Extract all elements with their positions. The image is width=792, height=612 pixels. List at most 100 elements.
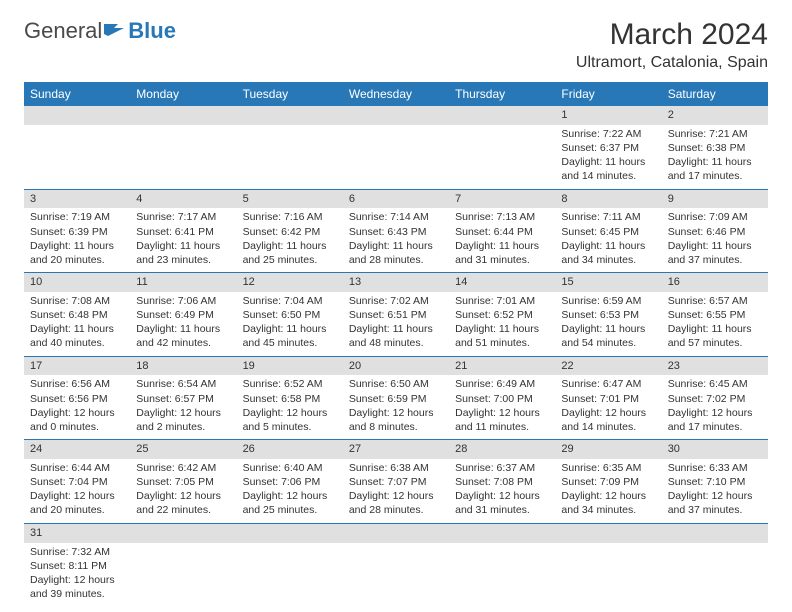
sunset-text: Sunset: 6:59 PM [349, 392, 443, 406]
daylight-text: Daylight: 11 hours and 28 minutes. [349, 239, 443, 267]
weekday-header: Thursday [449, 82, 555, 106]
calendar-cell [237, 106, 343, 189]
daylight-text: Daylight: 11 hours and 40 minutes. [30, 322, 124, 350]
daylight-text: Daylight: 11 hours and 48 minutes. [349, 322, 443, 350]
day-number [24, 106, 130, 125]
day-number: 11 [130, 273, 236, 292]
day-number: 15 [555, 273, 661, 292]
sunrise-text: Sunrise: 7:01 AM [455, 294, 549, 308]
sunset-text: Sunset: 6:51 PM [349, 308, 443, 322]
day-number: 22 [555, 357, 661, 376]
sunrise-text: Sunrise: 7:21 AM [668, 127, 762, 141]
day-number: 9 [662, 190, 768, 209]
title-block: March 2024 Ultramort, Catalonia, Spain [576, 18, 768, 72]
sunrise-text: Sunrise: 6:40 AM [243, 461, 337, 475]
sunrise-text: Sunrise: 6:37 AM [455, 461, 549, 475]
day-number: 28 [449, 440, 555, 459]
day-number: 19 [237, 357, 343, 376]
calendar-cell: 15Sunrise: 6:59 AMSunset: 6:53 PMDayligh… [555, 273, 661, 357]
weekday-header: Sunday [24, 82, 130, 106]
calendar-cell: 8Sunrise: 7:11 AMSunset: 6:45 PMDaylight… [555, 189, 661, 273]
sunrise-text: Sunrise: 7:14 AM [349, 210, 443, 224]
daylight-text: Daylight: 11 hours and 34 minutes. [561, 239, 655, 267]
sunset-text: Sunset: 6:49 PM [136, 308, 230, 322]
weekday-header: Saturday [662, 82, 768, 106]
weekday-header: Friday [555, 82, 661, 106]
sunset-text: Sunset: 6:58 PM [243, 392, 337, 406]
day-number: 2 [662, 106, 768, 125]
sunrise-text: Sunrise: 6:50 AM [349, 377, 443, 391]
sunrise-text: Sunrise: 7:22 AM [561, 127, 655, 141]
daylight-text: Daylight: 11 hours and 25 minutes. [243, 239, 337, 267]
logo-text-general: General [24, 18, 102, 44]
calendar-cell: 23Sunrise: 6:45 AMSunset: 7:02 PMDayligh… [662, 356, 768, 440]
calendar-cell: 18Sunrise: 6:54 AMSunset: 6:57 PMDayligh… [130, 356, 236, 440]
calendar-cell [130, 523, 236, 606]
month-title: March 2024 [576, 18, 768, 52]
calendar-cell: 9Sunrise: 7:09 AMSunset: 6:46 PMDaylight… [662, 189, 768, 273]
daylight-text: Daylight: 12 hours and 0 minutes. [30, 406, 124, 434]
sunset-text: Sunset: 7:05 PM [136, 475, 230, 489]
day-number: 16 [662, 273, 768, 292]
sunrise-text: Sunrise: 6:49 AM [455, 377, 549, 391]
day-number: 4 [130, 190, 236, 209]
daylight-text: Daylight: 12 hours and 5 minutes. [243, 406, 337, 434]
daylight-text: Daylight: 11 hours and 54 minutes. [561, 322, 655, 350]
daylight-text: Daylight: 11 hours and 57 minutes. [668, 322, 762, 350]
calendar-cell [343, 106, 449, 189]
calendar-cell [449, 106, 555, 189]
day-number [237, 106, 343, 125]
daylight-text: Daylight: 12 hours and 28 minutes. [349, 489, 443, 517]
calendar-cell: 13Sunrise: 7:02 AMSunset: 6:51 PMDayligh… [343, 273, 449, 357]
sunrise-text: Sunrise: 6:44 AM [30, 461, 124, 475]
sunrise-text: Sunrise: 6:42 AM [136, 461, 230, 475]
sunrise-text: Sunrise: 7:13 AM [455, 210, 549, 224]
calendar-cell: 25 Sunrise: 6:42 AMSunset: 7:05 PMDayligh… [130, 440, 236, 524]
day-number: 25 [130, 440, 236, 459]
day-number: 27 [343, 440, 449, 459]
sunrise-text: Sunrise: 6:59 AM [561, 294, 655, 308]
calendar-cell [130, 106, 236, 189]
calendar-row: 10Sunrise: 7:08 AMSunset: 6:48 PMDayligh… [24, 273, 768, 357]
day-number [449, 524, 555, 543]
calendar-cell: 20Sunrise: 6:50 AMSunset: 6:59 PMDayligh… [343, 356, 449, 440]
sunrise-text: Sunrise: 7:06 AM [136, 294, 230, 308]
calendar-cell [237, 523, 343, 606]
sunset-text: Sunset: 6:44 PM [455, 225, 549, 239]
sunset-text: Sunset: 6:57 PM [136, 392, 230, 406]
weekday-header-row: Sunday Monday Tuesday Wednesday Thursday… [24, 82, 768, 106]
calendar-cell: 1Sunrise: 7:22 AMSunset: 6:37 PMDaylight… [555, 106, 661, 189]
calendar-row: 24Sunrise: 6:44 AMSunset: 7:04 PMDayligh… [24, 440, 768, 524]
daylight-text: Daylight: 12 hours and 22 minutes. [136, 489, 230, 517]
calendar-row: 17Sunrise: 6:56 AMSunset: 6:56 PMDayligh… [24, 356, 768, 440]
sunrise-text: Sunrise: 7:08 AM [30, 294, 124, 308]
day-number [343, 524, 449, 543]
daylight-text: Daylight: 11 hours and 51 minutes. [455, 322, 549, 350]
daylight-text: Daylight: 11 hours and 45 minutes. [243, 322, 337, 350]
sunset-text: Sunset: 6:48 PM [30, 308, 124, 322]
daylight-text: Daylight: 12 hours and 37 minutes. [668, 489, 762, 517]
sunset-text: Sunset: 7:06 PM [243, 475, 337, 489]
calendar-row: 3Sunrise: 7:19 AMSunset: 6:39 PMDaylight… [24, 189, 768, 273]
day-number: 29 [555, 440, 661, 459]
sunset-text: Sunset: 6:55 PM [668, 308, 762, 322]
sunrise-text: Sunrise: 6:47 AM [561, 377, 655, 391]
daylight-text: Daylight: 11 hours and 31 minutes. [455, 239, 549, 267]
sunset-text: Sunset: 7:09 PM [561, 475, 655, 489]
calendar-cell: 6Sunrise: 7:14 AMSunset: 6:43 PMDaylight… [343, 189, 449, 273]
sunrise-text: Sunrise: 6:33 AM [668, 461, 762, 475]
calendar-cell: 5Sunrise: 7:16 AMSunset: 6:42 PMDaylight… [237, 189, 343, 273]
daylight-text: Daylight: 12 hours and 11 minutes. [455, 406, 549, 434]
sunrise-text: Sunrise: 7:17 AM [136, 210, 230, 224]
day-number [130, 524, 236, 543]
calendar-cell: 30Sunrise: 6:33 AMSunset: 7:10 PMDayligh… [662, 440, 768, 524]
calendar-cell: 22Sunrise: 6:47 AMSunset: 7:01 PMDayligh… [555, 356, 661, 440]
daylight-text: Daylight: 12 hours and 17 minutes. [668, 406, 762, 434]
day-number [662, 524, 768, 543]
day-number: 8 [555, 190, 661, 209]
weekday-header: Wednesday [343, 82, 449, 106]
day-number: 20 [343, 357, 449, 376]
sunrise-text: Sunrise: 6:45 AM [668, 377, 762, 391]
calendar-cell [555, 523, 661, 606]
day-number: 26 [237, 440, 343, 459]
